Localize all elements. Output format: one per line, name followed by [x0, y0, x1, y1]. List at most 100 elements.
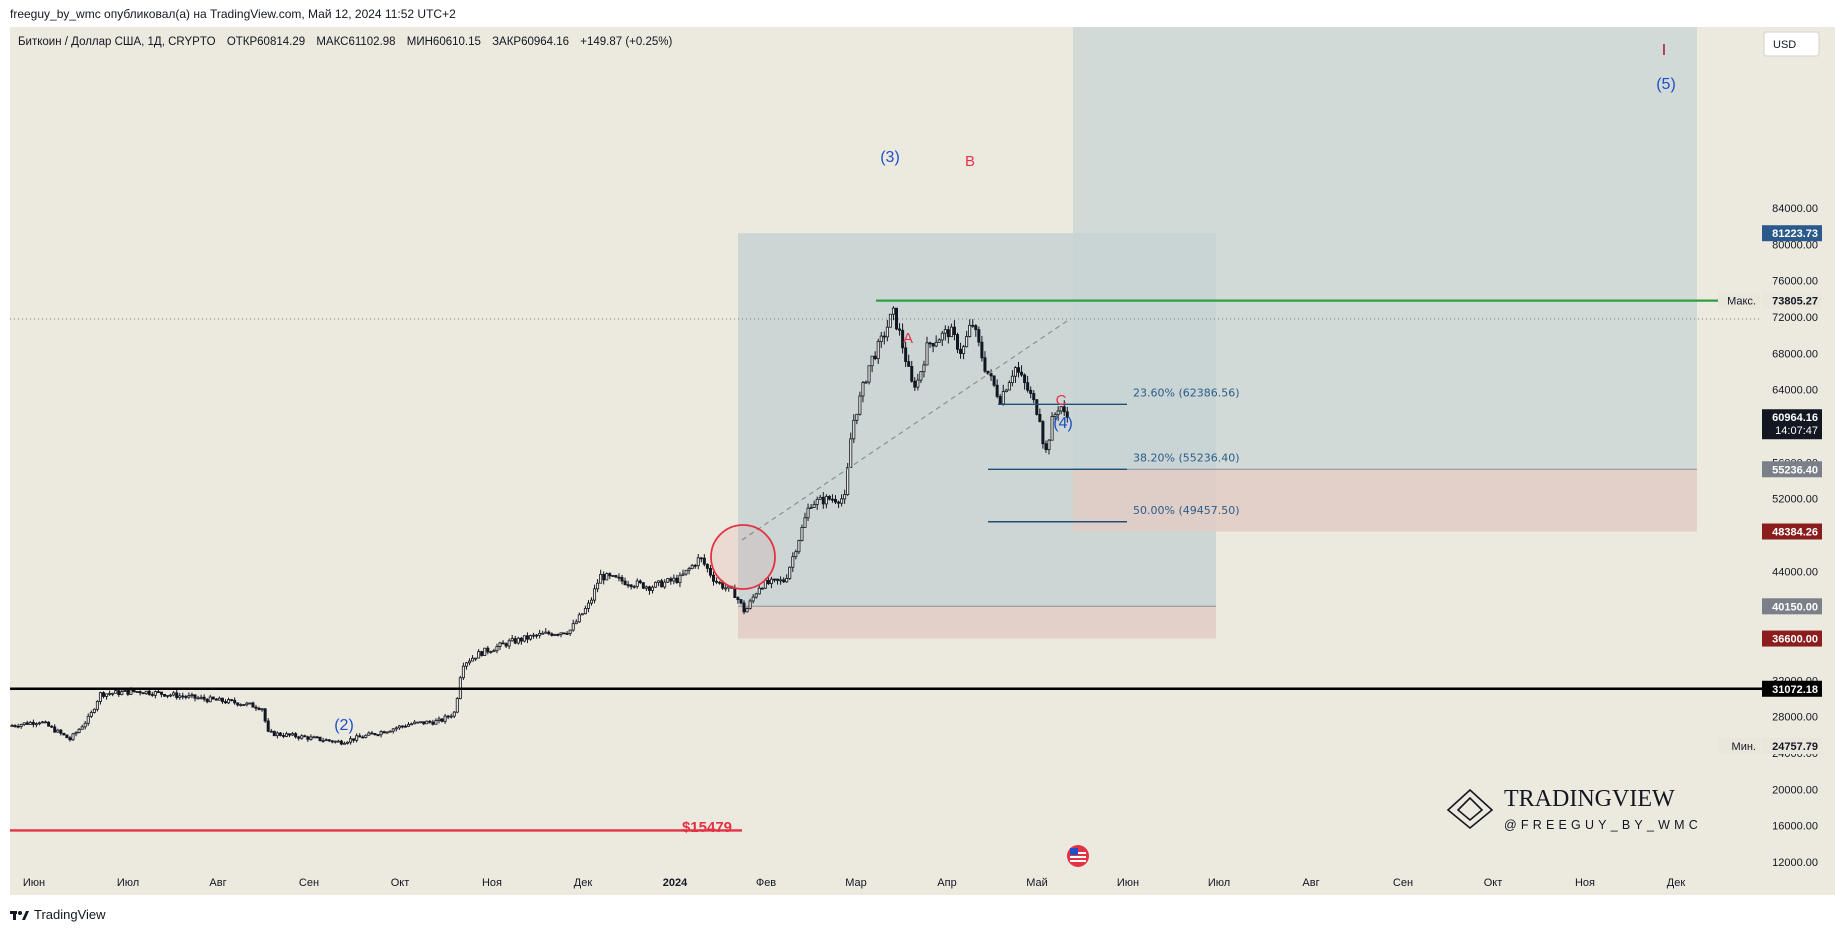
candle [864, 380, 868, 384]
candle [281, 732, 285, 739]
candle [455, 697, 459, 714]
candle [1050, 412, 1054, 441]
candle [315, 735, 319, 739]
candle [443, 713, 447, 724]
wave-label-5: (5) [1656, 76, 1676, 93]
wave-label-B: B [965, 153, 975, 170]
candle [715, 577, 719, 585]
candle [175, 689, 179, 700]
candle [352, 738, 356, 743]
time-axis[interactable] [10, 870, 1762, 895]
candle [1059, 406, 1063, 415]
legend-open: ОТКР60814.29 [227, 36, 305, 48]
candle [400, 725, 404, 729]
candle [834, 495, 838, 505]
candle [785, 574, 789, 583]
candle [525, 632, 529, 644]
candle [507, 638, 511, 650]
candle [702, 554, 706, 567]
candle [544, 628, 548, 634]
wave-label-4: (4) [1053, 415, 1073, 432]
candle [92, 708, 96, 714]
candle [333, 740, 337, 744]
candle [266, 718, 270, 733]
candle [708, 564, 712, 578]
candle [602, 571, 606, 585]
candle [593, 584, 597, 604]
candle [309, 734, 313, 741]
candle [843, 489, 847, 504]
candle [940, 331, 944, 347]
candle [1017, 362, 1021, 378]
legend-change: +149.87 (+0.25%) [580, 36, 672, 48]
candle [102, 691, 106, 699]
x-tick-label: Окт [1484, 877, 1503, 889]
price-label: 31072.18 [1772, 684, 1818, 696]
candle [498, 641, 502, 650]
candle [547, 630, 551, 636]
candle [486, 645, 490, 655]
candle [361, 735, 365, 739]
candle [760, 587, 764, 590]
candle [529, 634, 533, 641]
candle [47, 721, 51, 727]
candle [303, 734, 307, 738]
candle [330, 740, 334, 744]
candle [172, 691, 176, 697]
candle [98, 691, 102, 705]
candle [965, 330, 969, 348]
candle [1020, 365, 1024, 377]
candle [742, 600, 746, 615]
legend-close: ЗАКР60964.16 [492, 36, 569, 48]
candle [931, 342, 935, 353]
candle [812, 500, 816, 509]
candle [956, 332, 960, 354]
tradingview-watermark: TRADINGVIEW @FREEGUY_BY_WMC [1446, 786, 1698, 832]
candle [501, 640, 505, 645]
candle [837, 500, 841, 509]
candle [510, 635, 514, 642]
candle [562, 632, 566, 635]
candle [590, 597, 594, 606]
candle [208, 694, 212, 703]
candle [483, 647, 487, 656]
candle [403, 724, 407, 728]
price-chart[interactable]: 23.60% (62386.56) 38.20% (55236.40) 50.00%… [0, 0, 1835, 905]
us-flag-icon[interactable] [1067, 845, 1089, 867]
candle [22, 722, 26, 726]
candle [461, 662, 465, 680]
x-tick-label: Сен [1393, 877, 1413, 889]
candle [885, 319, 889, 342]
price-label: 55236.40 [1772, 464, 1818, 476]
candle [367, 731, 371, 736]
candle [699, 557, 703, 563]
footer-brand[interactable]: TradingView [10, 907, 106, 922]
candle [891, 306, 895, 321]
candle [571, 619, 575, 632]
candle [830, 494, 834, 503]
candle [50, 725, 54, 728]
price-label-prefix: Мин. [1732, 741, 1756, 753]
candle [62, 732, 66, 736]
currency-button[interactable] [1763, 31, 1820, 57]
candle [949, 323, 953, 338]
candle [513, 635, 517, 645]
candle [10, 723, 14, 727]
candle [913, 377, 917, 391]
candle [349, 736, 353, 745]
candle [550, 632, 554, 637]
candle [37, 721, 41, 726]
price-label-box [1762, 598, 1822, 615]
x-tick-label: Май [1026, 877, 1048, 889]
long-zone-profit-2[interactable] [1073, 27, 1697, 470]
candle [339, 739, 343, 746]
candle [937, 338, 941, 343]
candle [980, 335, 984, 362]
candle [431, 719, 435, 726]
long-zone-stop-2[interactable] [1073, 469, 1697, 532]
candle [1029, 386, 1033, 399]
candle [651, 585, 655, 594]
y-tick-label: 16000.00 [1772, 821, 1818, 833]
long-zone-stop-1[interactable] [738, 606, 1216, 639]
trend-dashed-line [741, 318, 1071, 541]
